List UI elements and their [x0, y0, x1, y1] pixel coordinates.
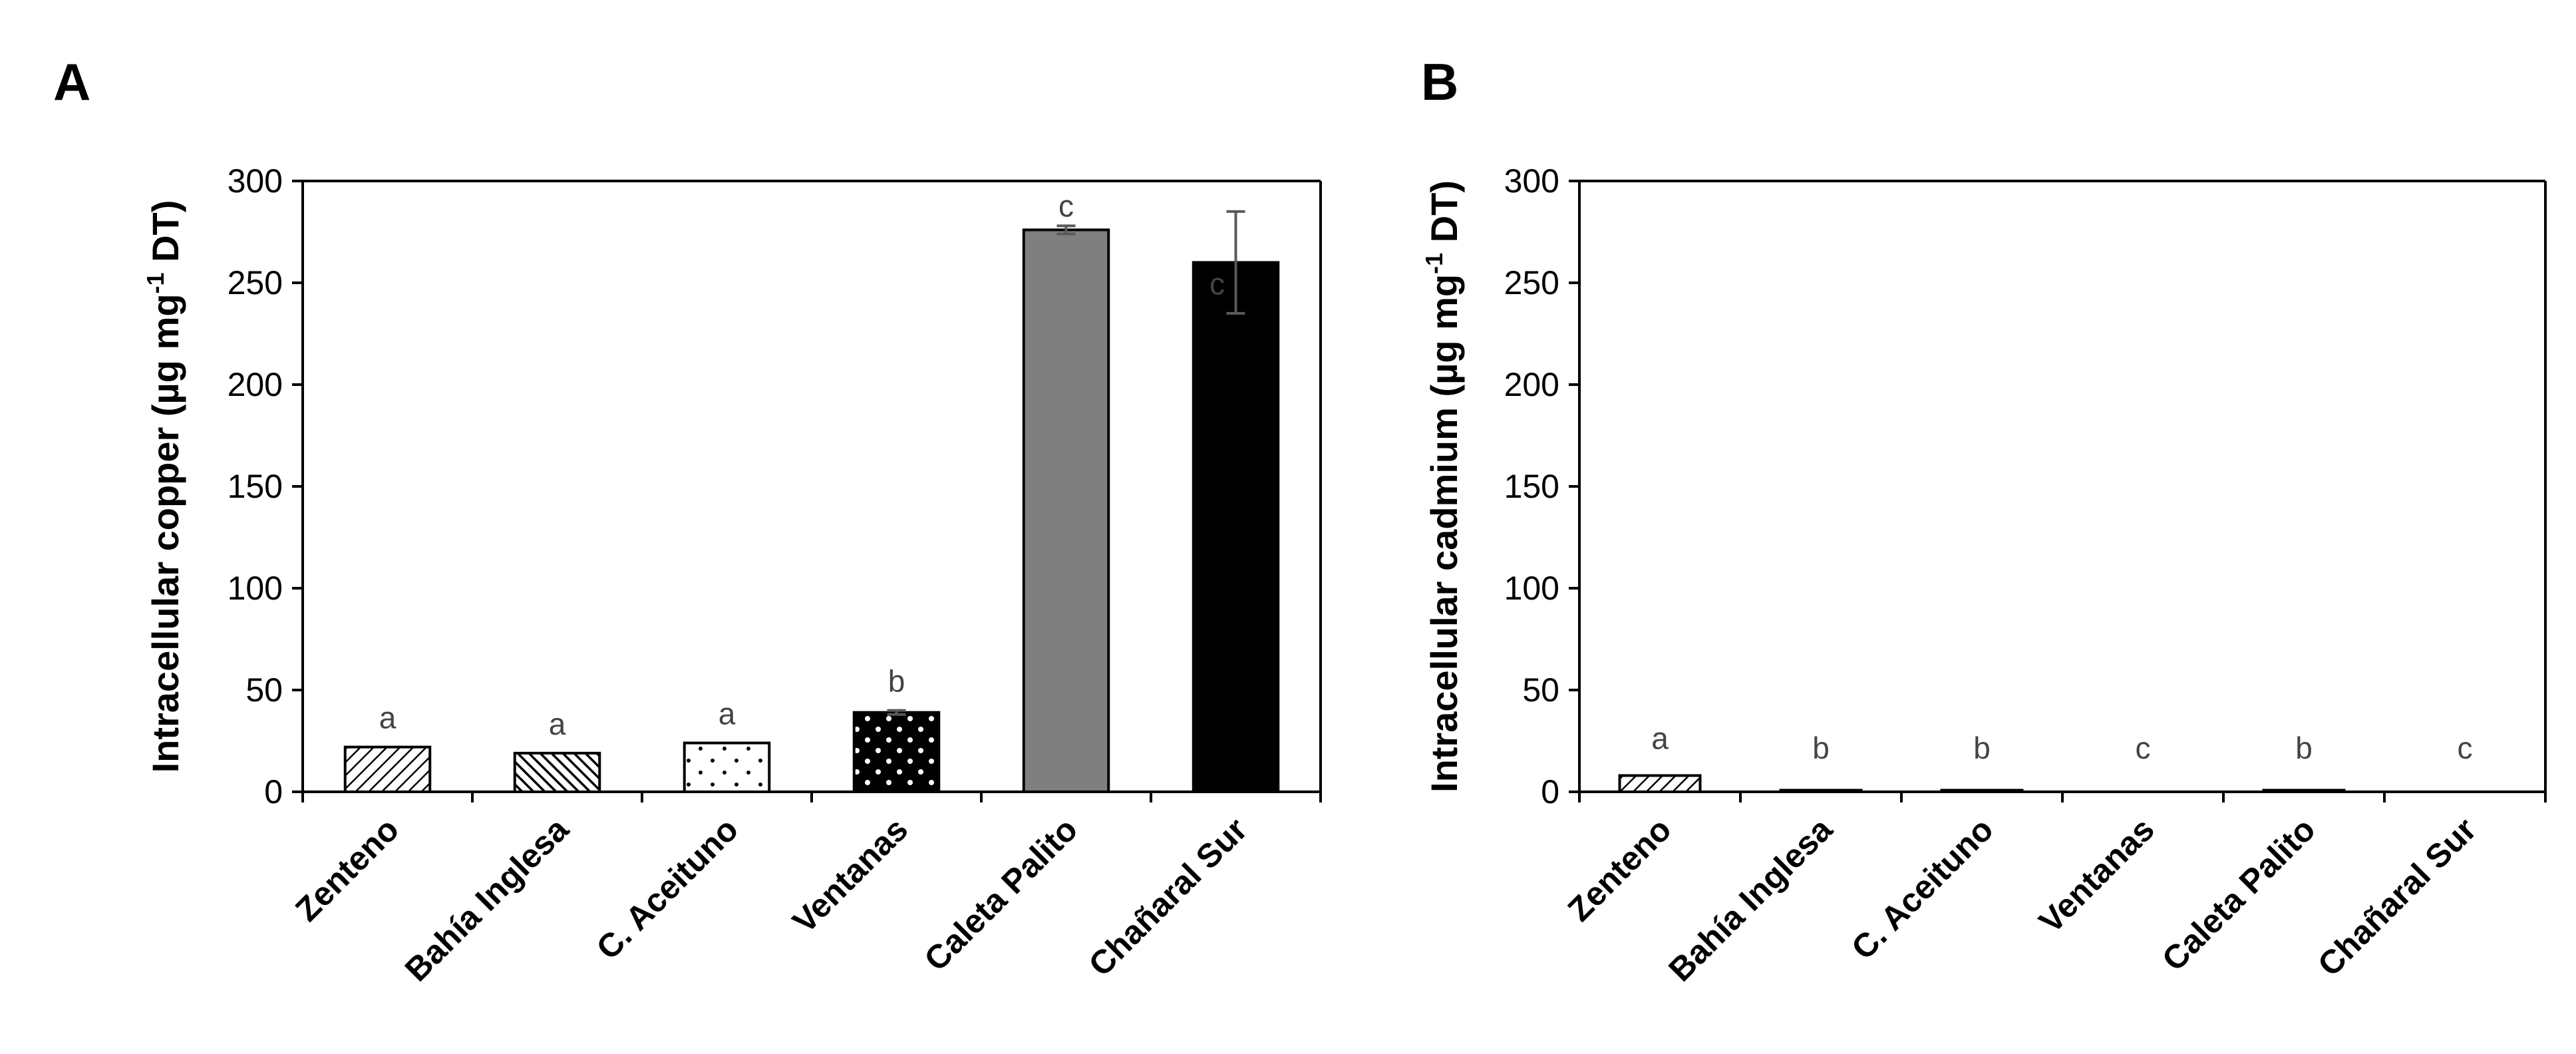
y-axis-label-units: DT): [1423, 180, 1465, 253]
y-axis-label-main: Intracellular copper (µg mg: [144, 293, 186, 773]
x-category-label: Caleta Palito: [917, 810, 1084, 978]
y-tick-label: 100: [1504, 570, 1559, 607]
x-category-label: C. Aceituno: [589, 810, 746, 967]
significance-label: b: [888, 664, 905, 699]
x-category-label: Chañaral Sur: [1082, 810, 1255, 983]
y-tick-label: 100: [228, 570, 283, 607]
panel-letter-a: A: [53, 53, 90, 111]
y-tick-label: 250: [228, 264, 283, 301]
y-axis-label: Intracellular copper (µg mg-1 DT): [142, 200, 186, 773]
y-tick-label: 300: [1504, 162, 1559, 200]
significance-label: a: [1651, 721, 1669, 756]
x-category-label: Zenteno: [1561, 810, 1679, 928]
panel-letter-b: B: [1421, 53, 1458, 111]
significance-label: a: [549, 707, 566, 741]
significance-label: b: [1812, 731, 1830, 765]
y-tick-label: 250: [1504, 264, 1559, 301]
x-category-label: Bahía Inglesa: [398, 810, 576, 988]
y-axis-label-superscript: -1: [142, 272, 169, 293]
x-category-label: Bahía Inglesa: [1661, 810, 1840, 988]
y-tick-label: 200: [228, 366, 283, 403]
significance-label: a: [379, 701, 397, 735]
significance-label: b: [1973, 731, 1991, 765]
x-category-label: Chañaral Sur: [2311, 810, 2484, 983]
y-tick-label: 150: [1504, 468, 1559, 505]
y-tick-label: 0: [264, 773, 283, 810]
bar: [1022, 228, 1110, 793]
bar: [513, 751, 601, 793]
x-category-label: C. Aceituno: [1844, 810, 2001, 967]
significance-label: c: [1058, 188, 1074, 223]
chart-panel-b: Intracellular cadmium (µg mg-1 DT) 0 50 100…: [1420, 162, 2547, 989]
significance-label: a: [719, 697, 736, 731]
significance-label: c: [2458, 731, 2473, 765]
x-category-label: Caleta Palito: [2155, 810, 2323, 978]
bar: [852, 711, 941, 794]
bar: [1618, 774, 1702, 794]
y-axis-label: Intracellular cadmium (µg mg-1 DT): [1420, 180, 1465, 792]
significance-label: c: [1209, 266, 1225, 301]
y-axis-label-main: Intracellular cadmium (µg mg: [1423, 274, 1465, 792]
y-tick-label: 200: [1504, 366, 1559, 403]
y-axis-label-superscript: -1: [1420, 253, 1448, 274]
y-axis-label-units: DT): [144, 200, 186, 273]
y-tick-label: 300: [228, 162, 283, 200]
x-category-label: Ventanas: [2032, 810, 2162, 940]
chart-panel-a: Intracellular copper (µg mg-1 DT) 0 50 100 1…: [142, 162, 1322, 989]
y-tick-label: 150: [228, 468, 283, 505]
x-category-label: Ventanas: [785, 810, 915, 940]
y-tick-label: 0: [1541, 773, 1559, 810]
y-tick-label: 50: [1522, 671, 1559, 709]
y-tick-label: 50: [245, 671, 283, 709]
significance-label: c: [2136, 731, 2151, 765]
bar: [683, 741, 771, 794]
bar: [343, 745, 432, 794]
x-category-label: Zenteno: [288, 810, 406, 928]
significance-label: b: [2295, 731, 2313, 765]
bar: [1192, 261, 1280, 793]
